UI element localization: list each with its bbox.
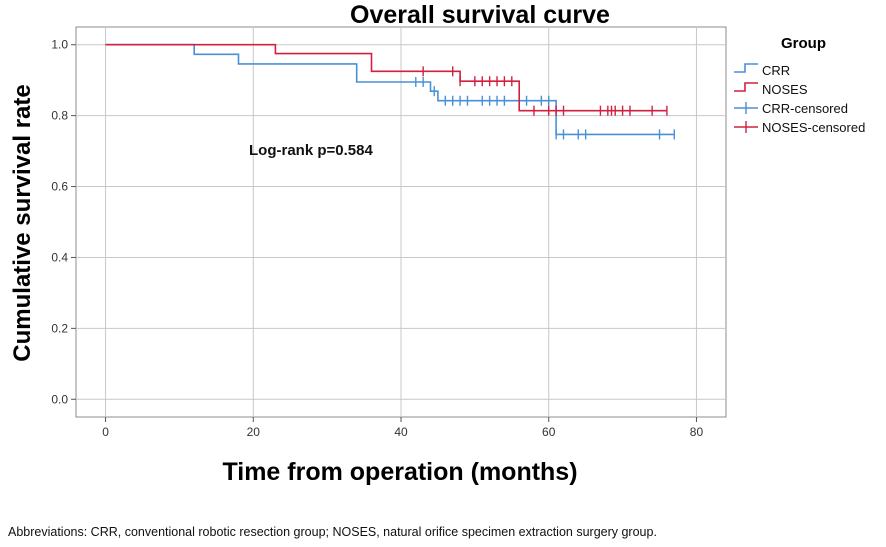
y-axis-title: Cumulative survival rate	[9, 84, 36, 361]
crr-survival-curve	[105, 43, 675, 136]
footnote: Abbreviations: CRR, conventional robotic…	[8, 525, 657, 539]
axes: 0 20 40 60 80 0.0 0.2 0.4 0.6 0.8 1.0	[51, 38, 703, 439]
chart-title: Overall survival curve	[350, 1, 610, 29]
crr-legend-swatch	[734, 63, 758, 73]
y-tick-label: 1.0	[51, 38, 68, 52]
crr-legend-label: CRR	[762, 63, 790, 78]
y-tick-label: 0.4	[51, 250, 68, 264]
y-tick-label: 0.0	[51, 392, 68, 406]
noses-legend-swatch	[734, 82, 758, 92]
y-tick-label: 0.2	[51, 321, 68, 335]
x-tick-label: 20	[247, 425, 261, 439]
x-axis-title: Time from operation (months)	[222, 458, 577, 486]
x-tick-label: 60	[542, 425, 556, 439]
y-tick-label: 0.8	[51, 109, 68, 123]
noses-censored-legend-label: NOSES-censored	[762, 120, 865, 135]
y-tick-label: 0.6	[51, 180, 68, 194]
noses-survival-curve	[105, 43, 667, 112]
legend-title: Group	[781, 35, 826, 52]
log-rank-annotation: Log-rank p=0.584	[249, 142, 373, 159]
x-tick-label: 80	[690, 425, 704, 439]
series-area	[105, 43, 675, 140]
crr-censored-legend-label: CRR-censored	[762, 101, 848, 116]
survival-chart: Overall survival curve 0 20 40 60 80 0.0 0.2 0.…	[9, 1, 865, 486]
noses-legend-label: NOSES	[762, 82, 808, 97]
x-tick-label: 40	[394, 425, 408, 439]
grid	[75, 26, 727, 418]
legend: Group CRR NOSES CRR-censored NOSES-censored	[734, 35, 865, 135]
x-tick-label: 0	[102, 425, 109, 439]
